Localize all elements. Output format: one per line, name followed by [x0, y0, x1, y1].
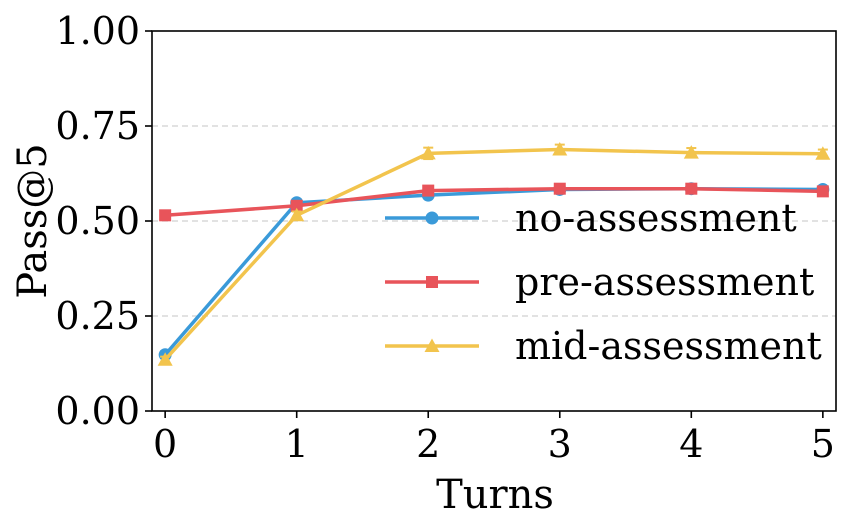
data-point	[159, 209, 172, 222]
data-point	[422, 184, 435, 197]
data-point	[816, 185, 829, 198]
data-point	[815, 146, 831, 160]
data-point	[553, 182, 566, 195]
data-point	[552, 142, 568, 156]
legend-marker	[426, 276, 438, 288]
x-axis-label: Turns	[436, 472, 554, 518]
legend-label: no-assessment	[515, 196, 797, 240]
y-tick-label: 0.00	[55, 389, 140, 433]
x-tick-label: 2	[416, 422, 440, 466]
legend-item-pre-assessment: pre-assessment	[385, 260, 814, 304]
y-tick-label: 0.25	[55, 294, 140, 338]
legend-item-mid-assessment: mid-assessment	[385, 324, 822, 368]
grid-lines	[152, 125, 836, 317]
x-tick-label: 4	[679, 422, 703, 466]
series-pre-assessment	[159, 182, 829, 222]
x-tick-label: 5	[811, 422, 835, 466]
y-tick-label: 0.75	[55, 104, 140, 148]
legend: no-assessment pre-assessment mid-assessmen…	[385, 196, 822, 368]
data-point	[157, 352, 173, 366]
legend-marker	[424, 338, 440, 352]
legend-label: mid-assessment	[515, 324, 822, 368]
x-tick-label: 0	[153, 422, 177, 466]
series-mid-assessment	[157, 142, 831, 366]
data-point	[420, 145, 436, 160]
data-point	[290, 199, 303, 212]
y-tick-label: 0.50	[55, 199, 140, 243]
y-tick-label: 1.00	[55, 9, 140, 53]
legend-marker	[425, 211, 439, 225]
ticks: 0.00 0.25 0.50 0.75 1.00 0 1 2 3 4 5	[55, 9, 835, 466]
data-point	[289, 207, 305, 222]
series-line	[165, 186, 823, 218]
data-point	[683, 145, 699, 159]
y-axis-label: Pass@5	[10, 143, 56, 298]
legend-item-no-assessment: no-assessment	[385, 196, 797, 240]
legend-label: pre-assessment	[515, 260, 814, 304]
series-layer	[157, 142, 831, 366]
data-point	[685, 182, 698, 195]
series-line	[163, 147, 823, 361]
x-tick-label: 1	[285, 422, 309, 466]
x-tick-label: 3	[548, 422, 572, 466]
